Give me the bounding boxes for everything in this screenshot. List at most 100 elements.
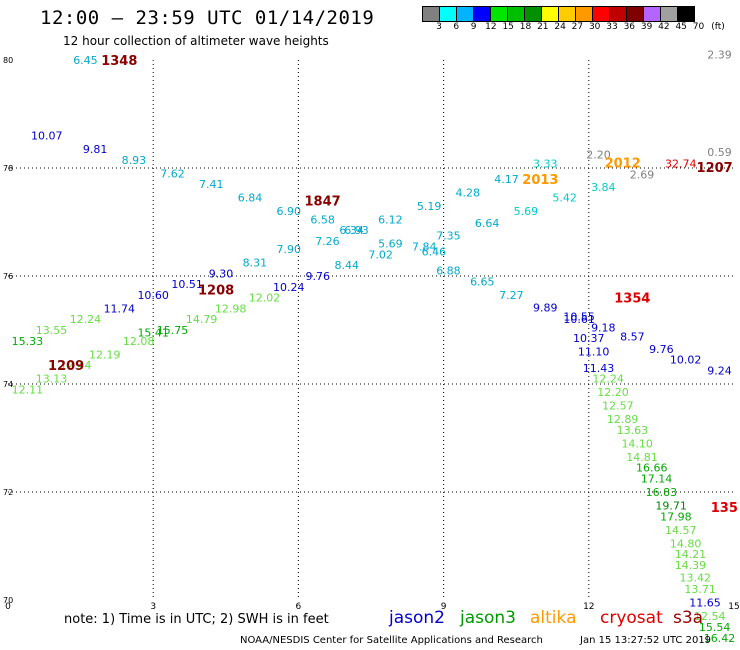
wave-height-label: 11.10 xyxy=(578,346,610,359)
wave-height-label: 14.57 xyxy=(665,524,697,537)
pass-time-label: 1209 xyxy=(48,359,84,374)
x-tick-label: 0 xyxy=(5,602,11,612)
wave-height-label: 14.21 xyxy=(675,548,707,561)
colorbar-unit: (ft) xyxy=(711,22,725,32)
wave-height-label: 6.93 xyxy=(344,224,369,237)
wave-height-label: 32.74 xyxy=(665,158,697,171)
colorbar-label: 18 xyxy=(519,22,532,32)
wave-height-label: 3.33 xyxy=(533,158,558,171)
wave-height-label: 2.20 xyxy=(586,149,611,162)
wave-height-label: 17.98 xyxy=(660,510,692,523)
colorbar-label: 36 xyxy=(623,22,636,32)
wave-height-label: 14.39 xyxy=(675,559,707,572)
pass-time-label: 2012 xyxy=(605,157,641,172)
wave-height-label: 6.34 xyxy=(339,224,364,237)
wave-height-label: 12.08 xyxy=(123,335,155,348)
wave-height-label: 12.19 xyxy=(89,348,121,361)
wave-height-label: 17.14 xyxy=(641,473,673,486)
wave-height-label: 12.54 xyxy=(694,610,726,623)
colorbar-label: 70 xyxy=(692,22,705,32)
wave-height-label: 8.31 xyxy=(243,257,268,270)
colorbar-label: 42 xyxy=(658,22,670,32)
wave-height-label: 11.74 xyxy=(104,302,136,315)
wave-height-label: 13.63 xyxy=(617,424,649,437)
y-tick-label: 74 xyxy=(3,380,13,389)
wave-height-label: 9.18 xyxy=(591,321,616,334)
wave-height-label: 9.81 xyxy=(83,143,108,156)
wave-height-label: 7.27 xyxy=(499,289,524,302)
colorbar-label: 30 xyxy=(588,22,601,32)
credit-text: NOAA/NESDIS Center for Satellite Applica… xyxy=(240,635,543,646)
wave-height-label: 4.17 xyxy=(494,173,519,186)
x-tick-label: 6 xyxy=(296,602,302,612)
wave-height-label: 6.64 xyxy=(475,217,500,230)
wave-height-label: 10.37 xyxy=(573,332,605,345)
wave-height-label: 13.55 xyxy=(36,324,68,337)
wave-height-label: 7.41 xyxy=(199,178,224,191)
wave-height-label: 3.84 xyxy=(591,181,616,194)
colorbar-label: 24 xyxy=(554,22,566,32)
wave-height-label: 5.69 xyxy=(378,238,403,251)
wave-height-label: 16.66 xyxy=(636,462,668,475)
wave-height-label: 16.42 xyxy=(704,632,736,645)
wave-height-label: 7.90 xyxy=(276,243,301,256)
wave-height-label: 12.11 xyxy=(12,383,44,396)
colorbar-label: 39 xyxy=(640,22,653,32)
wave-height-label: 10.07 xyxy=(31,130,63,143)
wave-height-label: 9.76 xyxy=(306,270,331,283)
colorbar-label: 12 xyxy=(485,22,497,32)
legend-jason3: jason3 xyxy=(460,608,516,628)
wave-height-label: 12.02 xyxy=(249,292,281,305)
x-tick-label: 12 xyxy=(583,602,594,612)
y-tick-label: 72 xyxy=(3,488,13,497)
wave-height-label: 14.80 xyxy=(670,537,702,550)
wave-height-label: 10.51 xyxy=(171,278,203,291)
y-tick-label: 70 xyxy=(3,596,13,605)
wave-height-label: 7.62 xyxy=(160,167,185,180)
wave-height-label: 6.90 xyxy=(276,205,301,218)
wave-height-label: 10.61 xyxy=(563,313,595,326)
wave-height-label: 16.83 xyxy=(646,486,678,499)
wave-height-label: 12.24 xyxy=(70,313,102,326)
wave-height-label: 0.59 xyxy=(707,146,732,159)
y-tick-label: 76 xyxy=(3,272,13,281)
wave-height-label: 19.71 xyxy=(655,500,687,513)
colorbar xyxy=(422,6,695,22)
pass-time-label: 1348 xyxy=(101,54,137,69)
wave-height-label: 12.89 xyxy=(607,413,639,426)
wave-height-label: 2.39 xyxy=(707,49,732,62)
x-tick-label: 15 xyxy=(728,602,739,612)
credit-timestamp: Jan 15 13:27:52 UTC 2019 xyxy=(580,635,712,646)
colorbar-label: 21 xyxy=(537,22,549,32)
wave-height-label: 6.65 xyxy=(470,275,495,288)
pass-time-label: 1207 xyxy=(697,161,733,176)
wave-height-label: 11.65 xyxy=(689,597,721,610)
wave-height-label: 4.28 xyxy=(456,186,481,199)
wave-height-label: 7.02 xyxy=(368,248,393,261)
wave-height-label: 12.24 xyxy=(592,373,624,386)
page-title: 12:00 – 23:59 UTC 01/14/2019 xyxy=(40,7,375,29)
x-tick-label: 3 xyxy=(150,602,156,612)
wave-height-label: 7.26 xyxy=(315,235,340,248)
wave-height-label: 7.84 xyxy=(412,240,437,253)
wave-height-label: 14.10 xyxy=(621,437,653,450)
wave-height-label: 9.76 xyxy=(649,343,674,356)
wave-height-label: 9.89 xyxy=(533,301,558,314)
wave-height-label: 10.60 xyxy=(137,289,169,302)
legend-altika: altika xyxy=(530,608,577,628)
wave-height-label: 15.41 xyxy=(137,327,169,340)
wave-height-label: 14.79 xyxy=(186,313,218,326)
wave-height-label: 10.24 xyxy=(273,281,305,294)
colorbar-label: 15 xyxy=(502,22,514,32)
colorbar-label: 45 xyxy=(675,22,687,32)
wave-height-label: 5.42 xyxy=(552,192,577,205)
wave-height-label: 6.12 xyxy=(378,213,403,226)
pass-time-label: 1354 xyxy=(614,292,650,307)
wave-height-label: 9.24 xyxy=(707,365,732,378)
wave-height-label: 2.69 xyxy=(630,168,655,181)
pass-time-label: 1847 xyxy=(305,194,341,209)
wave-height-label: 14.81 xyxy=(626,451,658,464)
colorbar-labels: 3 6 9 12 15 18 21 24 27 30 33 36 39 42 45 70 (ft) xyxy=(422,22,740,34)
wave-height-label: 8.93 xyxy=(122,154,147,167)
y-tick-label: 80 xyxy=(3,56,13,65)
